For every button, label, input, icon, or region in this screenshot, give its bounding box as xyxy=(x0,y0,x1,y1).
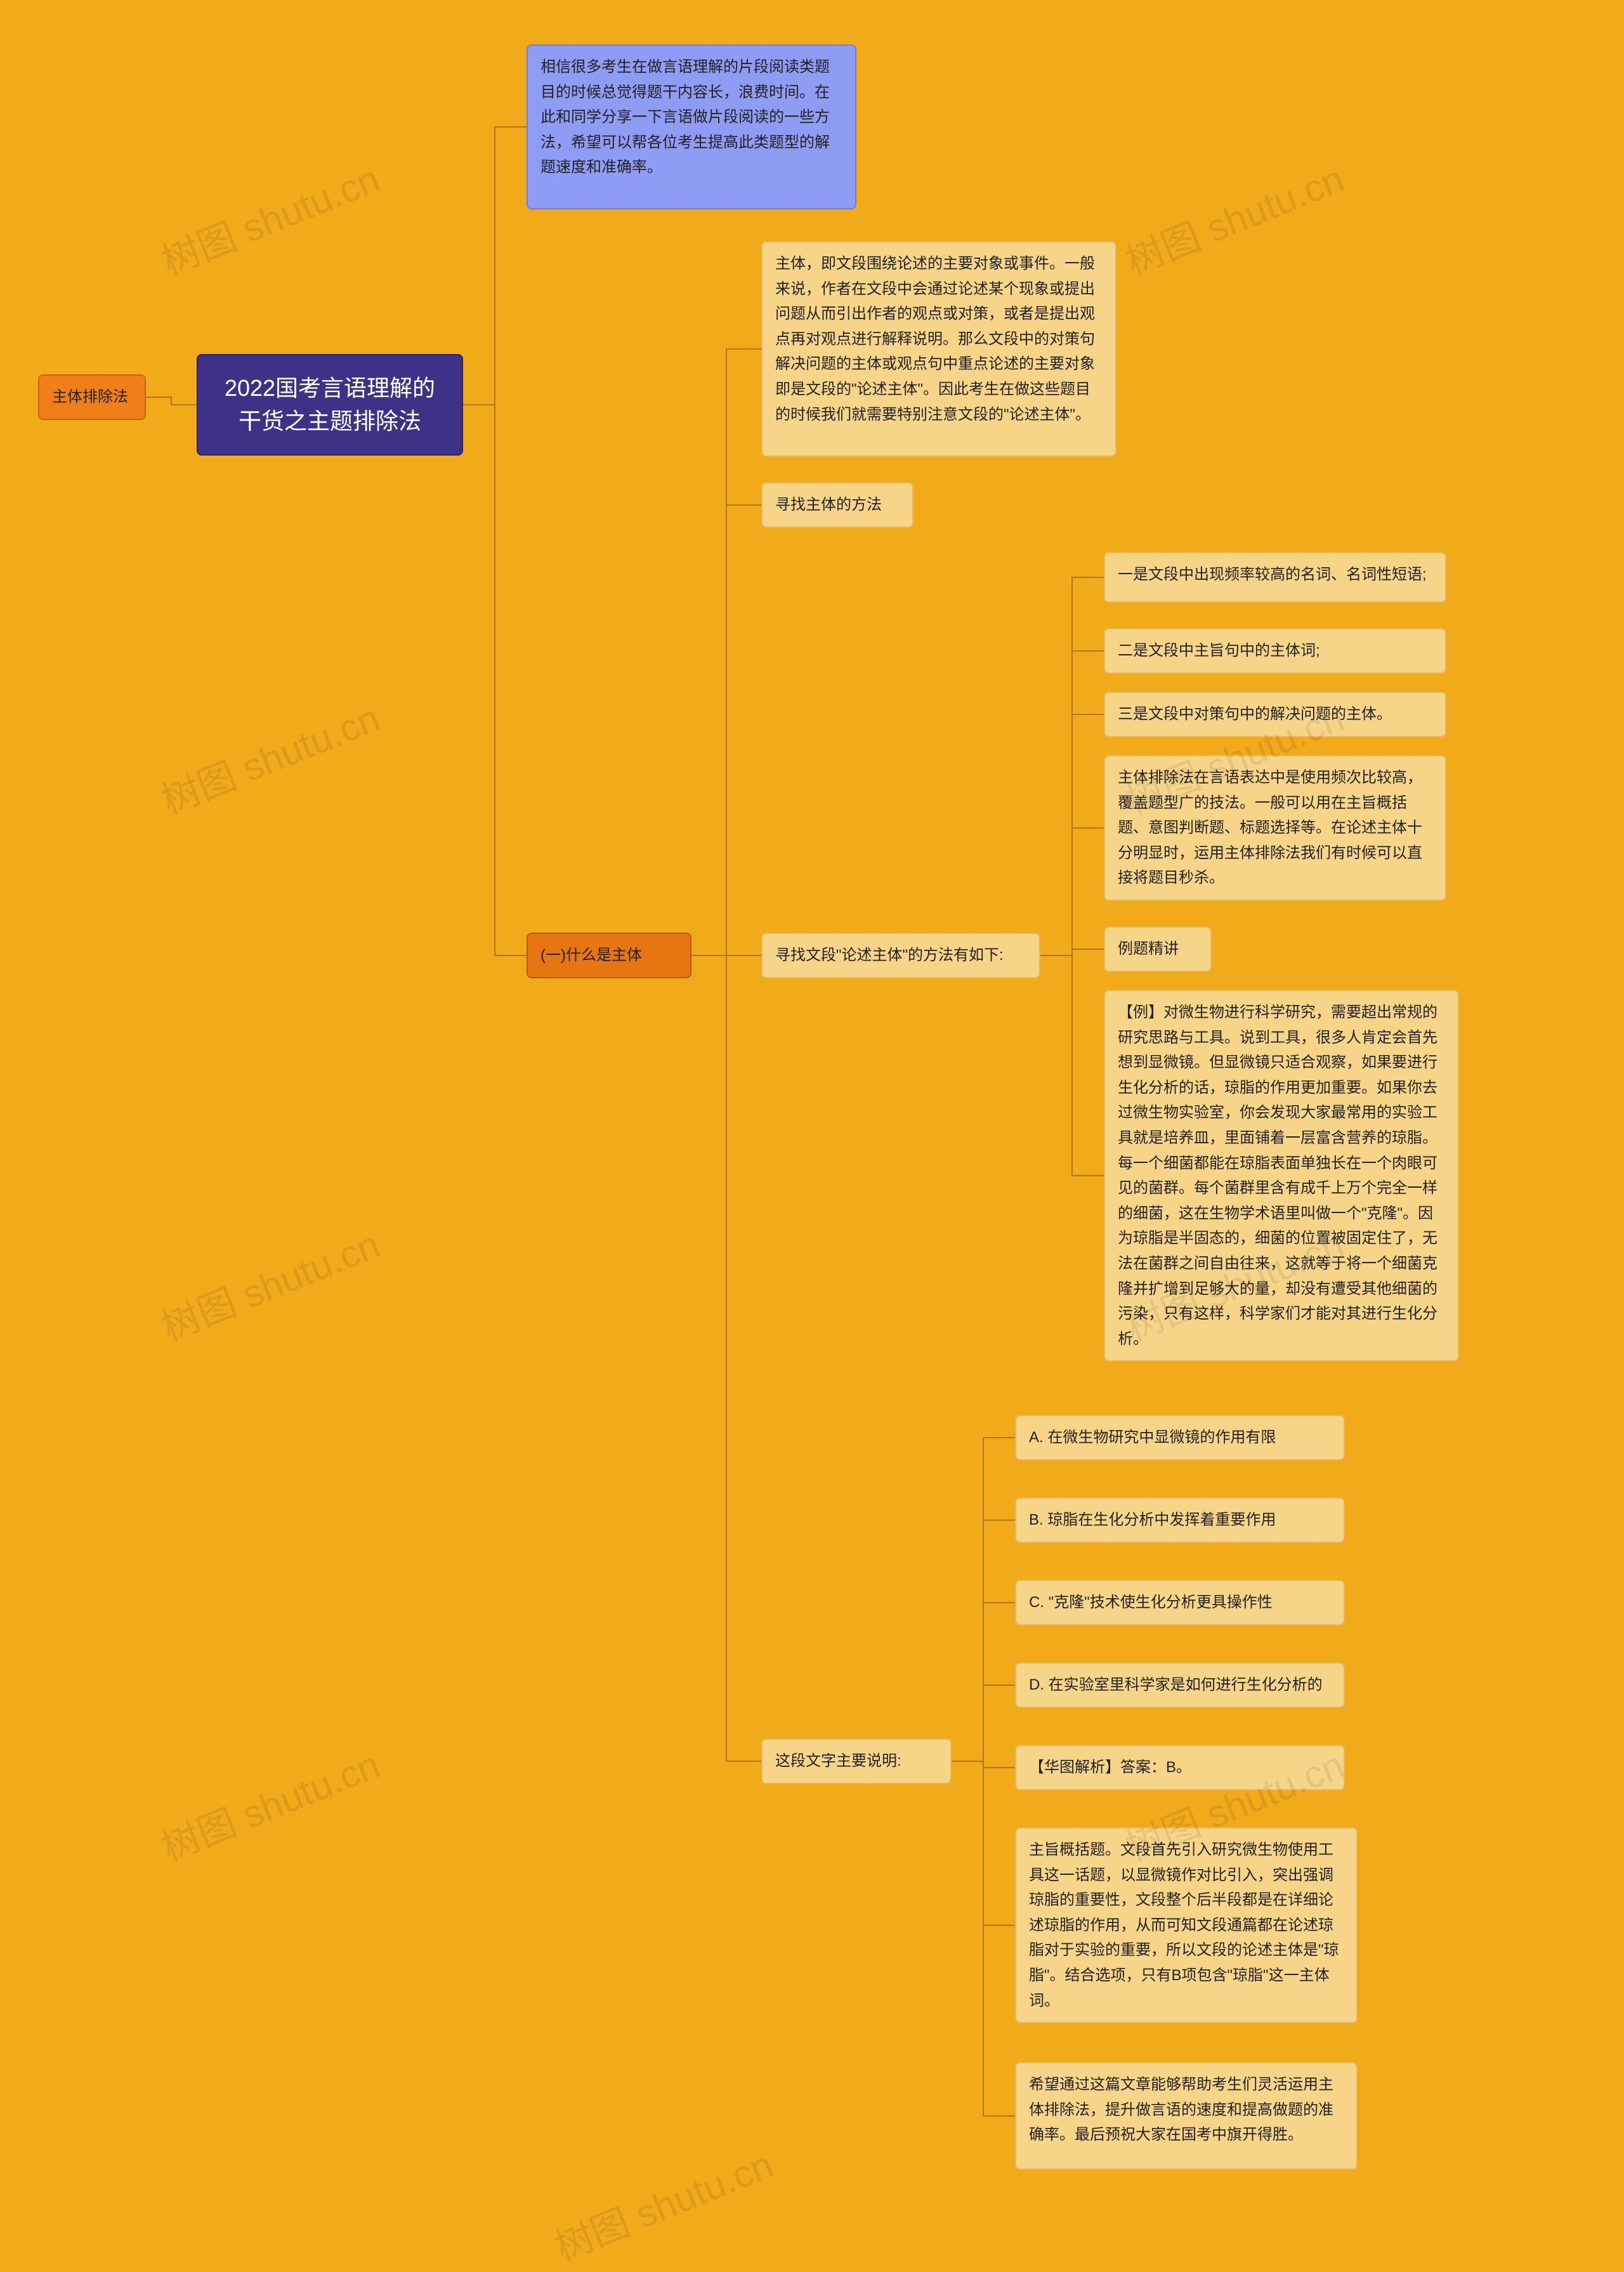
mindmap-node-sub1[interactable]: (一)什么是主体 xyxy=(527,933,691,978)
connector-center-sub1 xyxy=(463,405,527,955)
watermark: 树图 shutu.cn xyxy=(152,148,387,286)
mindmap-node-sub2[interactable]: 这段文字主要说明: xyxy=(761,1738,952,1784)
mindmap-node-n_m3[interactable]: 三是文段中对策句中的解决问题的主体。 xyxy=(1104,692,1446,737)
mindmap-node-n_m2[interactable]: 二是文段中主旨句中的主体词; xyxy=(1104,628,1446,674)
watermark: 树图 shutu.cn xyxy=(1116,148,1351,286)
connector-sub1-n_find xyxy=(691,505,761,955)
watermark: 树图 shutu.cn xyxy=(152,688,387,825)
mindmap-node-n_opt_b[interactable]: B. 琼脂在生化分析中发挥着重要作用 xyxy=(1015,1497,1345,1543)
connector-sub2-n_opt_b xyxy=(952,1520,1015,1761)
watermark: 树图 shutu.cn xyxy=(152,1214,387,1352)
mindmap-node-center[interactable]: 2022国考言语理解的干货之主题排除法 xyxy=(197,354,463,456)
connector-sub2-n_opt_a xyxy=(952,1438,1015,1761)
connector-n_methods-n_ex_label xyxy=(1040,949,1104,955)
mindmap-node-n_methods[interactable]: 寻找文段"论述主体"的方法有如下: xyxy=(761,933,1040,978)
mindmap-node-n_wish[interactable]: 希望通过这篇文章能够帮助考生们灵活运用主体排除法，提升做言语的速度和提高做题的准… xyxy=(1015,2062,1358,2170)
connector-sub2-n_opt_c xyxy=(952,1603,1015,1761)
mindmap-node-n_usage[interactable]: 主体排除法在言语表达中是使用频次比较高，覆盖题型广的技法。一般可以用在主旨概括题… xyxy=(1104,755,1446,901)
watermark: 树图 shutu.cn xyxy=(546,2134,780,2272)
connector-n_methods-n_example xyxy=(1040,955,1104,1176)
mindmap-node-n_opt_a[interactable]: A. 在微生物研究中显微镜的作用有限 xyxy=(1015,1415,1345,1461)
connector-sub1-sub2 xyxy=(691,955,761,1761)
mindmap-node-n_ex_label[interactable]: 例题精讲 xyxy=(1104,926,1212,972)
connector-n_methods-n_m2 xyxy=(1040,651,1104,955)
mindmap-node-root[interactable]: 主体排除法 xyxy=(38,374,146,420)
connector-sub2-n_answer xyxy=(952,1761,1015,1768)
mindmap-node-n_explain[interactable]: 主旨概括题。文段首先引入研究微生物使用工具这一话题，以显微镜作对比引入，突出强调… xyxy=(1015,1827,1358,2023)
mindmap-node-n_def[interactable]: 主体，即文段围绕论述的主要对象或事件。一般来说，作者在文段中会通过论述某个现象或… xyxy=(761,241,1116,457)
connector-n_methods-n_m3 xyxy=(1040,714,1104,955)
connector-center-intro xyxy=(463,127,527,405)
connector-sub2-n_explain xyxy=(952,1761,1015,1926)
mindmap-node-n_opt_c[interactable]: C. "克隆"技术使生化分析更具操作性 xyxy=(1015,1580,1345,1625)
connector-n_methods-n_usage xyxy=(1040,828,1104,955)
watermark: 树图 shutu.cn xyxy=(152,1735,387,1872)
connector-sub1-n_def xyxy=(691,349,761,955)
connector-sub2-n_opt_d xyxy=(952,1685,1015,1761)
mindmap-node-n_example[interactable]: 【例】对微生物进行科学研究，需要超出常规的研究思路与工具。说到工具，很多人肯定会… xyxy=(1104,990,1459,1362)
mindmap-node-n_opt_d[interactable]: D. 在实验室里科学家是如何进行生化分析的 xyxy=(1015,1662,1345,1708)
mindmap-node-n_answer[interactable]: 【华图解析】答案：B。 xyxy=(1015,1745,1345,1790)
mindmap-node-n_find[interactable]: 寻找主体的方法 xyxy=(761,482,914,528)
mindmap-node-intro[interactable]: 相信很多考生在做言语理解的片段阅读类题目的时候总觉得题干内容长，浪费时间。在此和… xyxy=(527,44,856,209)
connector-sub2-n_wish xyxy=(952,1761,1015,2116)
connector-n_methods-n_m1 xyxy=(1040,577,1104,955)
mindmap-node-n_m1[interactable]: 一是文段中出现频率较高的名词、名词性短语; xyxy=(1104,552,1446,603)
connector-root-center xyxy=(146,397,197,405)
